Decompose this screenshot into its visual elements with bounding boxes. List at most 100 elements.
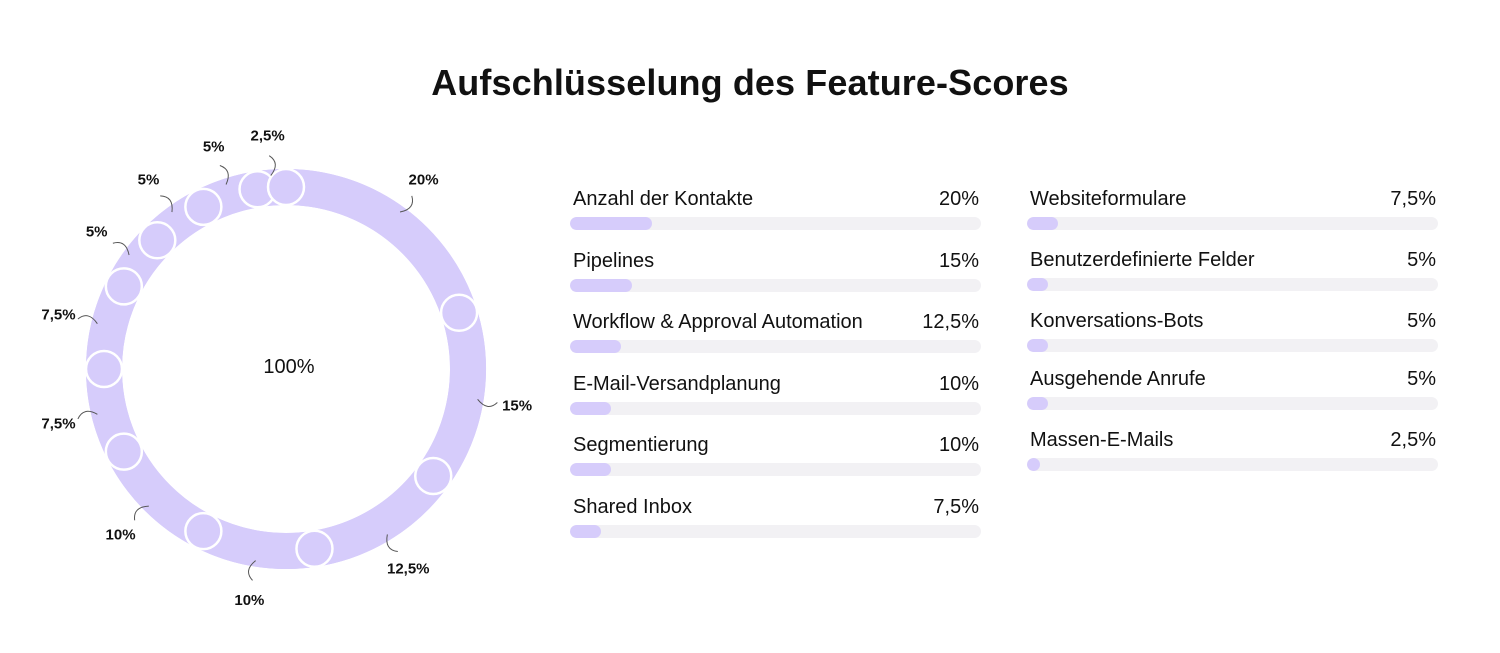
feature-row-header: Workflow & Approval Automation 12,5%: [570, 309, 981, 337]
donut-leader-line: [112, 242, 130, 256]
feature-label: E-Mail-Versandplanung: [573, 372, 781, 395]
feature-bar-track: [1027, 397, 1438, 410]
donut-slice: [418, 307, 486, 487]
feature-value: 5%: [1407, 249, 1436, 271]
donut-hole: [124, 207, 448, 531]
feature-bar-fill: [570, 278, 632, 292]
feature-label: Konversations-Bots: [1030, 310, 1204, 332]
feature-bar-track: [1027, 458, 1438, 471]
donut-slice-cap: [104, 267, 144, 306]
feature-label: Benutzerdefinierte Felder: [1030, 249, 1255, 271]
donut-leader-line: [77, 315, 98, 324]
feature-row: E-Mail-Versandplanung 10%: [570, 371, 981, 415]
feature-value: 2,5%: [1390, 429, 1436, 451]
donut-slice-cap: [266, 167, 306, 207]
donut-slice-cap: [104, 432, 144, 471]
donut-slice-cap: [84, 349, 124, 389]
donut-slice-label: 7,5%: [41, 306, 75, 323]
feature-bar-fill: [1027, 278, 1048, 291]
feature-label: Websiteformulare: [1030, 188, 1187, 210]
feature-bar-fill: [1027, 339, 1048, 352]
donut-leader-line: [386, 534, 398, 552]
donut-slice-label: 5%: [138, 172, 160, 189]
feature-row-header: Massen-E-Mails 2,5%: [1027, 427, 1438, 455]
feature-row-header: Konversations-Bots 5%: [1027, 308, 1438, 336]
feature-bar-track: [570, 524, 981, 538]
donut-slice-cap: [295, 529, 334, 569]
donut-slice-cap: [439, 293, 479, 333]
donut-leader-line: [219, 165, 229, 185]
feature-value: 5%: [1407, 310, 1436, 332]
donut-slice-cap: [413, 456, 453, 496]
feature-row-header: Pipelines 15%: [570, 248, 981, 276]
chart-title: Aufschlüsselung des Feature-Scores: [431, 62, 1069, 103]
donut-leader-line: [248, 560, 256, 581]
feature-label: Anzahl der Kontakte: [573, 188, 754, 210]
donut-slice-cap: [184, 511, 223, 551]
donut-slice: [285, 169, 477, 319]
feature-bar-fill: [1027, 458, 1040, 471]
feature-value: 12,5%: [922, 311, 979, 333]
feature-label: Workflow & Approval Automation: [573, 311, 863, 333]
feature-bar-track: [570, 463, 981, 476]
feature-row-header: Segmentierung 10%: [570, 432, 981, 460]
feature-row-header: Ausgehende Anrufe 5%: [1027, 366, 1438, 394]
donut-center-label: 100%: [263, 356, 314, 378]
feature-bar-fill: [570, 524, 601, 538]
feature-row: Massen-E-Mails 2,5%: [1027, 427, 1438, 471]
donut-leader-line: [160, 195, 173, 213]
feature-bar-fill: [570, 217, 653, 230]
feature-row: Ausgehende Anrufe 5%: [1027, 366, 1438, 410]
donut-slice-label: 10%: [234, 592, 264, 609]
donut-slice-label: 5%: [86, 223, 108, 240]
feature-row-header: Anzahl der Kontakte 20%: [570, 186, 981, 214]
feature-row: Anzahl der Kontakte 20%: [570, 186, 981, 230]
donut-slice-label: 20%: [409, 172, 439, 189]
feature-bar-fill: [1027, 397, 1048, 410]
feature-value: 15%: [938, 249, 979, 272]
donut-leader-line: [77, 410, 98, 420]
feature-bar-track: [570, 340, 981, 353]
feature-value: 7,5%: [933, 495, 979, 518]
feature-row-header: Benutzerdefinierte Felder 5%: [1027, 247, 1438, 275]
feature-label: Shared Inbox: [573, 495, 692, 518]
feature-bar-track: [570, 401, 981, 415]
feature-row: Konversations-Bots 5%: [1027, 308, 1438, 352]
donut-slice-label: 2,5%: [251, 128, 285, 145]
feature-bar-track: [570, 278, 981, 292]
donut-slices: 20% 15% 12,5% 10% 10% 7,5% 7,5% 5% 5% 5% 2,5%: [41, 128, 532, 609]
feature-row: Workflow & Approval Automation 12,5%: [570, 309, 981, 353]
donut-chart: 20% 15% 12,5% 10% 10% 7,5% 7,5% 5% 5% 5% 2,5% 100%: [41, 128, 532, 609]
donut-leader-line: [399, 195, 413, 213]
feature-row: Websiteformulare 7,5%: [1027, 186, 1438, 230]
donut-slice-label: 12,5%: [387, 561, 430, 578]
donut-leader-line: [134, 505, 149, 521]
feature-row-header: Shared Inbox 7,5%: [570, 494, 981, 522]
feature-bar-fill: [1027, 217, 1058, 230]
feature-label: Massen-E-Mails: [1030, 429, 1174, 451]
donut-slice-label: 15%: [502, 398, 532, 415]
feature-label: Ausgehende Anrufe: [1030, 368, 1206, 390]
donut-slice-label: 10%: [106, 526, 136, 543]
donut-slice-label: 5%: [203, 138, 225, 155]
feature-row: Benutzerdefinierte Felder 5%: [1027, 247, 1438, 291]
feature-row-header: E-Mail-Versandplanung 10%: [570, 371, 981, 399]
feature-label: Segmentierung: [573, 434, 709, 456]
feature-row-header: Websiteformulare 7,5%: [1027, 186, 1438, 214]
feature-label: Pipelines: [573, 249, 655, 272]
feature-value: 10%: [938, 372, 979, 395]
feature-bar-fill: [570, 463, 612, 476]
feature-bar-track: [1027, 278, 1438, 291]
feature-bar-track: [1027, 217, 1438, 230]
donut-slice-cap: [184, 187, 223, 227]
feature-bar-fill: [570, 401, 612, 415]
feature-row: Shared Inbox 7,5%: [570, 494, 981, 538]
feature-row: Segmentierung 10%: [570, 432, 981, 476]
feature-bar-track: [570, 217, 981, 230]
feature-value: 7,5%: [1390, 188, 1436, 210]
feature-bar-fill: [570, 340, 622, 353]
donut-leader-line: [477, 399, 498, 407]
donut-leader-line: [268, 155, 276, 176]
feature-value: 5%: [1407, 368, 1436, 390]
feature-row: Pipelines 15%: [570, 248, 981, 292]
